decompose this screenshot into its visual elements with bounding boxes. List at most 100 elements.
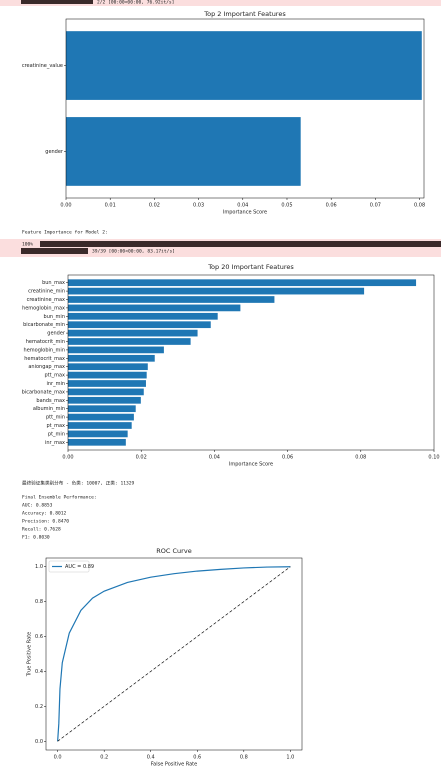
progress-status: 39/39 [00:00<00:00, 83.17it/s] — [92, 249, 175, 255]
bar — [68, 363, 148, 371]
x-tick-label: 0.08 — [355, 455, 366, 461]
bar — [66, 117, 301, 186]
plot-frame — [45, 557, 303, 751]
y-tick-label: 0.2 — [35, 704, 43, 710]
y-tick-label: 0.4 — [35, 669, 43, 675]
performance-line: Recall: 0.7628 — [22, 527, 61, 533]
performance-title: Final Ensemble Performance: — [22, 495, 97, 501]
performance-line: Precision: 0.8470 — [22, 519, 69, 525]
y-tick-label: 1.0 — [35, 564, 43, 570]
bar — [68, 371, 147, 379]
bar — [68, 304, 241, 312]
x-tick-label: 0.03 — [193, 203, 204, 209]
x-tick-label: 0.06 — [282, 455, 293, 461]
x-tick-label: 0.6 — [193, 755, 201, 761]
y-tick-label: 0.0 — [35, 739, 43, 745]
y-tick-label: creatinine_min — [28, 289, 65, 295]
y-tick-label: hematocrit_min — [26, 339, 65, 345]
y-tick-label: creatinine_value — [22, 63, 63, 69]
y-tick-label: albumin_min — [33, 406, 65, 412]
x-tick-label: 0.02 — [149, 203, 160, 209]
progress-bar — [40, 241, 441, 247]
bar — [68, 354, 155, 362]
progress-status: 2/2 [00:00<00:00, 76.92it/s] — [97, 0, 174, 6]
y-tick-label: creatinine_max — [27, 297, 65, 303]
bar — [68, 338, 191, 345]
roc-line — [57, 566, 291, 742]
x-tick-label: 0.2 — [100, 755, 108, 761]
bar — [68, 438, 126, 446]
bar — [68, 321, 211, 329]
bar — [68, 279, 417, 287]
bar — [68, 405, 136, 413]
x-tick-label: 0.08 — [414, 203, 425, 209]
progress-bg — [0, 0, 441, 6]
heading: Feature Importance for Model 2: — [22, 230, 108, 236]
bar — [68, 380, 146, 387]
x-tick-label: 1.0 — [286, 755, 294, 761]
y-tick-label: ptt_min — [46, 415, 65, 421]
x-tick-label: 0.06 — [326, 203, 337, 209]
y-tick-label: inr_min — [46, 381, 65, 387]
performance-line: Accuracy: 0.8012 — [22, 511, 66, 517]
chart-title: Top 2 Important Features — [203, 10, 286, 18]
progress-bar — [21, 248, 88, 254]
x-tick-label: 0.8 — [240, 755, 248, 761]
y-axis-label: True Positive Rate — [27, 632, 33, 678]
x-tick-label: 0.00 — [60, 203, 71, 209]
x-tick-label: 0.00 — [62, 455, 73, 461]
performance-line: F1: 0.8030 — [22, 535, 50, 541]
x-axis-label: False Positive Rate — [151, 762, 197, 768]
y-tick-label: 0.8 — [35, 599, 43, 605]
bar — [68, 396, 141, 404]
x-tick-label: 0.04 — [237, 203, 248, 209]
x-tick-label: 0.01 — [105, 203, 116, 209]
progress-percent: 100% — [22, 242, 33, 248]
y-tick-label: gender — [45, 149, 64, 155]
bar — [68, 287, 365, 295]
y-tick-label: bun_min — [44, 314, 65, 320]
plot-frame — [65, 18, 425, 199]
y-tick-label: hemoglobin_max — [22, 305, 65, 311]
y-tick-label: hematocrit_max — [24, 356, 65, 362]
bar — [68, 430, 128, 438]
bar — [68, 329, 198, 337]
legend-label: AUC = 0.89 — [65, 564, 94, 570]
y-tick-label: inr_max — [45, 440, 65, 446]
y-tick-label: bands_max — [36, 398, 65, 404]
y-tick-label: bicarbonate_max — [22, 389, 65, 395]
y-tick-label: ptt_max — [45, 373, 66, 379]
bar — [66, 31, 422, 100]
x-tick-label: 0.04 — [209, 455, 220, 461]
x-axis-label: Importance Score — [223, 210, 267, 216]
y-tick-label: pt_min — [48, 431, 65, 437]
x-tick-label: 0.05 — [281, 203, 292, 209]
legend-box — [48, 560, 90, 573]
x-tick-label: 0.02 — [136, 455, 147, 461]
x-tick-label: 0.10 — [428, 455, 439, 461]
y-tick-label: hemoglobin_min — [24, 347, 65, 353]
x-tick-label: 0.07 — [370, 203, 381, 209]
chart-title: Top 20 Important Features — [207, 263, 294, 271]
y-tick-label: bicarbonate_min — [23, 322, 65, 328]
bar — [68, 296, 275, 303]
x-axis-label: Importance Score — [229, 462, 273, 468]
bar — [68, 388, 144, 396]
y-tick-label: bun_max — [42, 280, 65, 286]
bar — [68, 422, 132, 429]
bar — [68, 346, 164, 354]
y-tick-label: gender — [47, 331, 66, 337]
performance-line: AUC: 0.8853 — [22, 503, 53, 509]
x-tick-label: 0.0 — [54, 755, 62, 761]
chart-title: ROC Curve — [156, 547, 191, 555]
y-tick-label: aniongap_max — [28, 364, 65, 370]
reference-line — [57, 566, 291, 742]
y-tick-label: pt_max — [46, 423, 65, 429]
plot-frame — [67, 274, 435, 451]
class-distribution: 最终验证集类别分布 - 负类: 10007, 正类: 11329 — [22, 480, 135, 487]
bar — [68, 312, 218, 320]
progress-bar — [21, 0, 93, 4]
bar — [68, 413, 134, 421]
